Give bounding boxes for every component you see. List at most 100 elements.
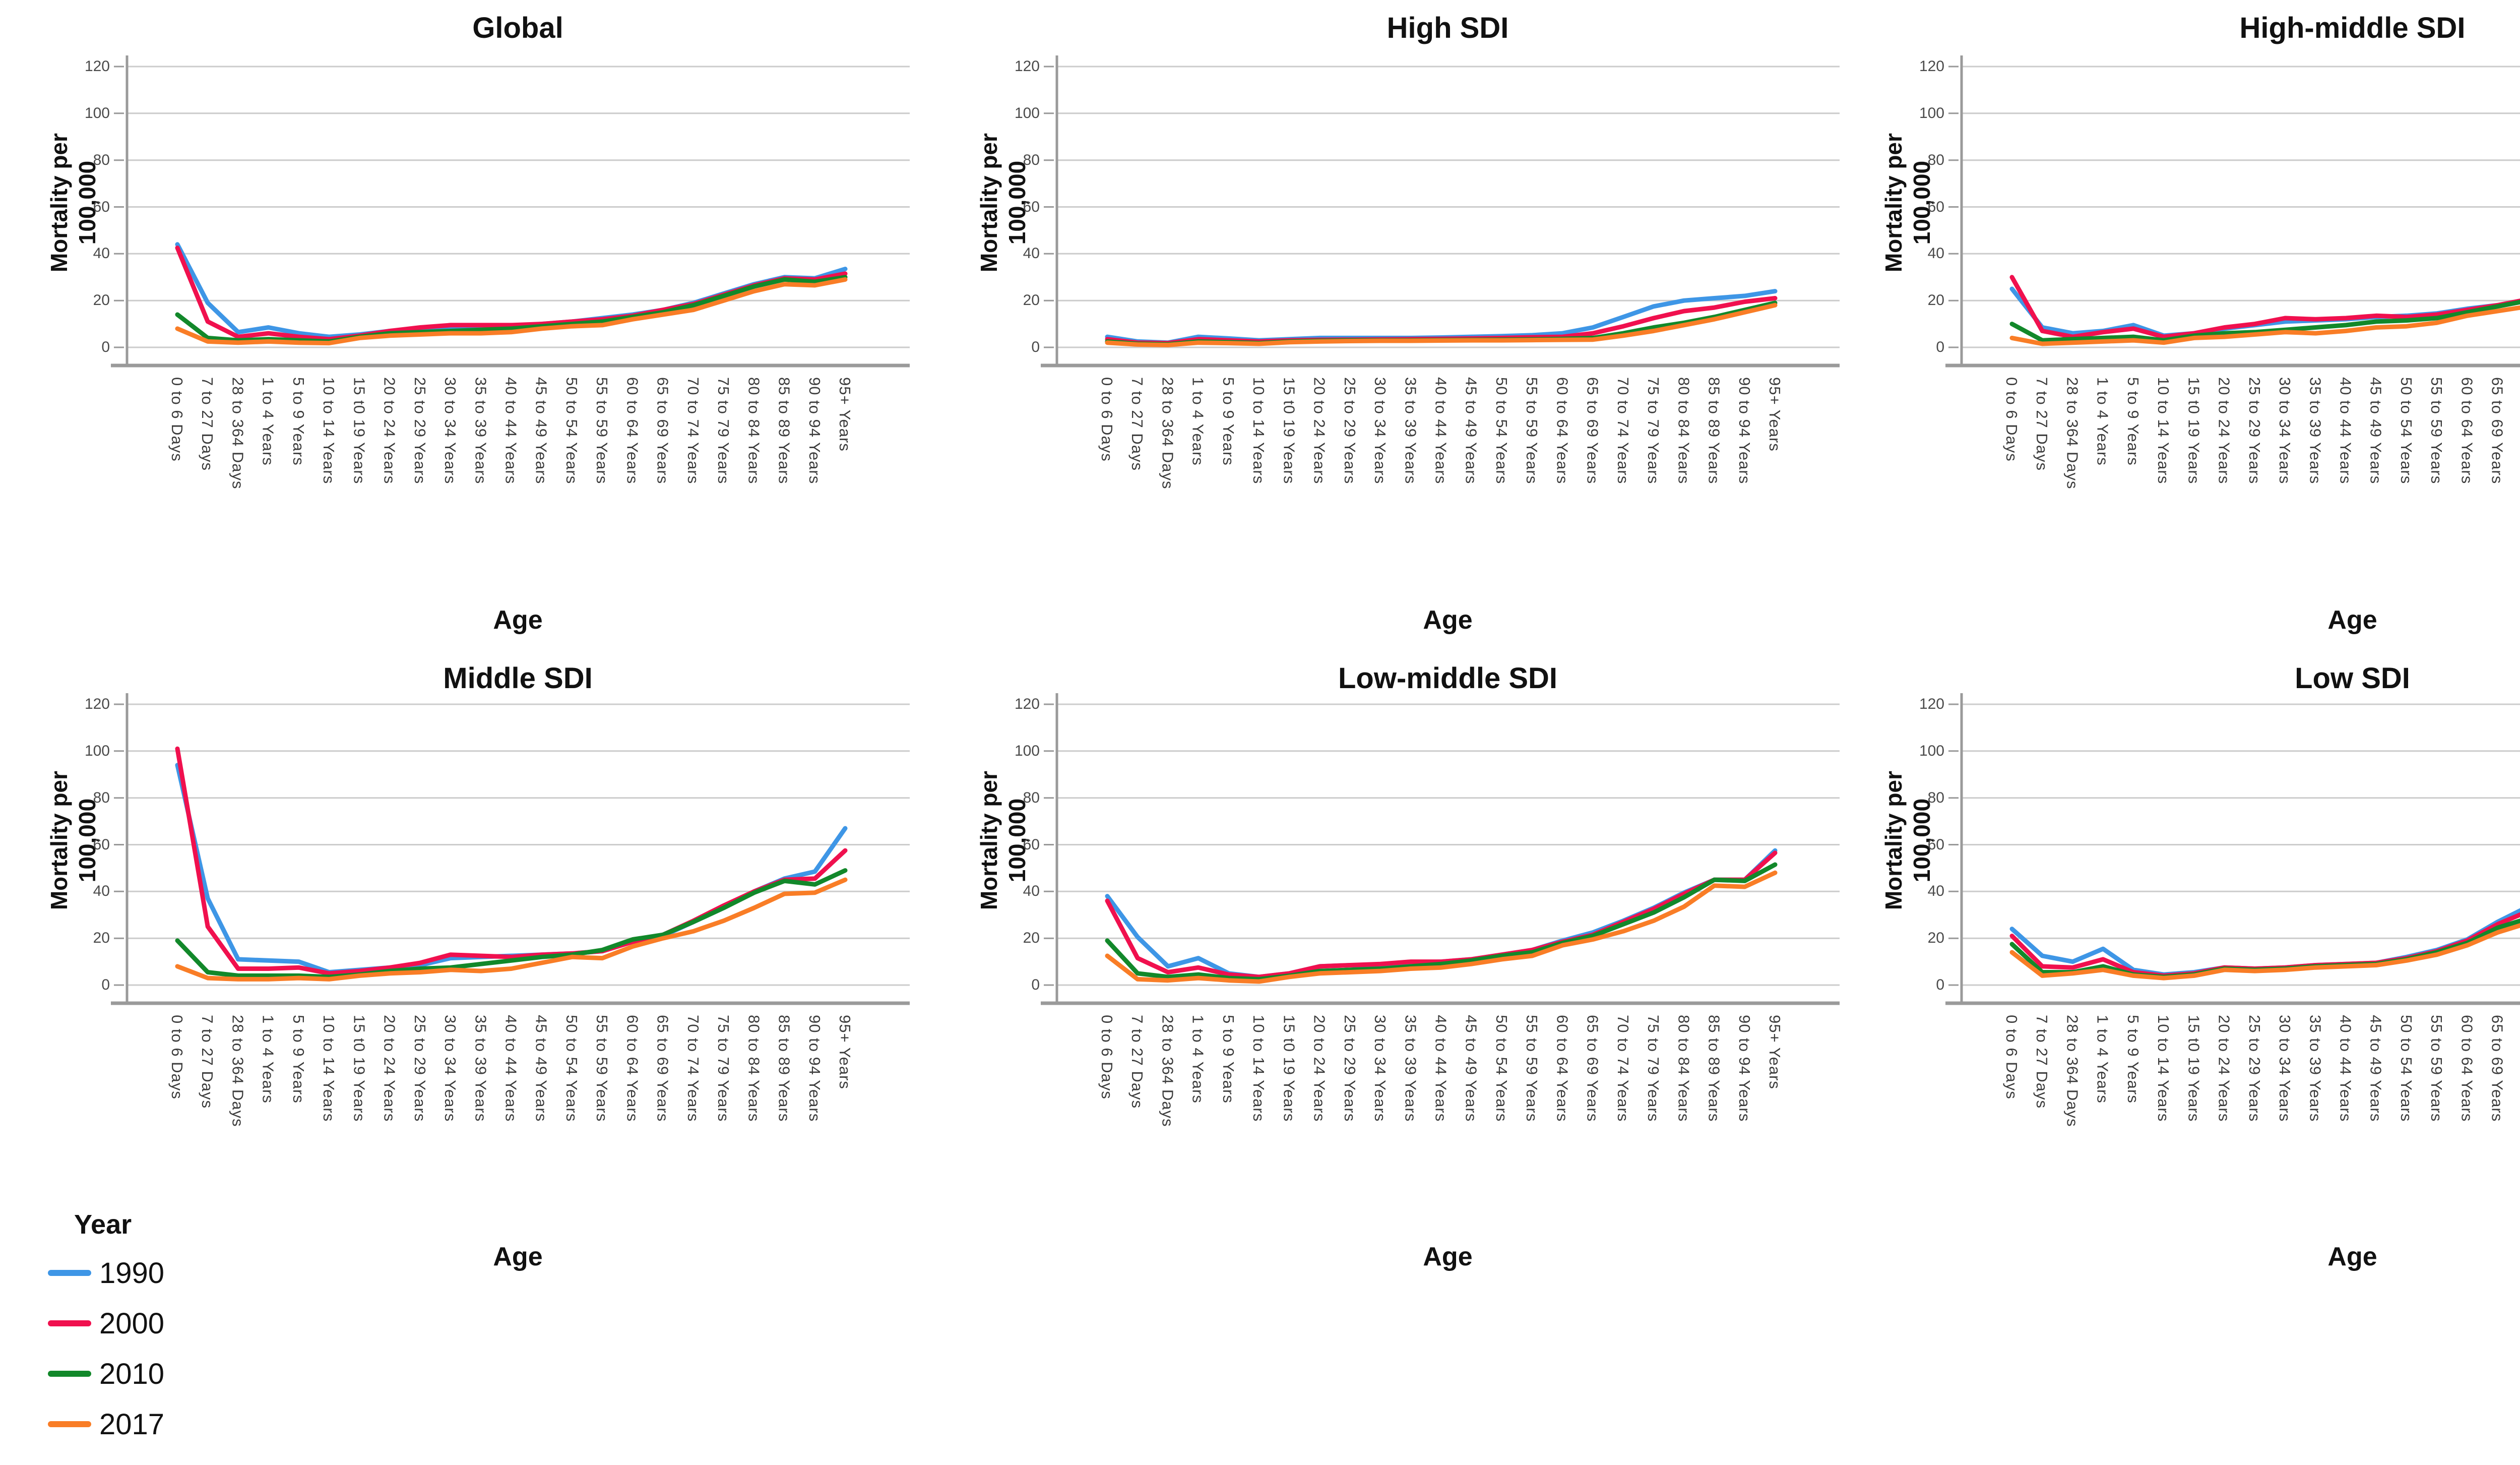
- y-tick-label: 20: [1927, 930, 1944, 947]
- x-axis-label: Age: [1423, 605, 1473, 635]
- x-tick-label: 15 t0 19 Years: [2185, 1015, 2203, 1122]
- legend-swatch-2000: [48, 1320, 91, 1326]
- x-tick-label: 40 to 44 Years: [502, 377, 520, 484]
- x-tick-label: 28 to 364 Days: [1159, 377, 1177, 490]
- x-tick-label: 28 to 364 Days: [2063, 377, 2082, 490]
- x-tick-label: 65 to 69 Years: [2488, 1015, 2506, 1122]
- legend-item-2017: 2017: [48, 1407, 164, 1442]
- x-tick-label: 70 to 74 Years: [684, 1015, 702, 1122]
- x-tick-label: 15 t0 19 Years: [350, 1015, 368, 1122]
- x-tick-label: 45 to 49 Years: [2367, 377, 2385, 484]
- legend-title: Year: [74, 1209, 132, 1240]
- x-tick-label: 15 t0 19 Years: [350, 377, 368, 484]
- x-tick-label: 1 to 4 Years: [1189, 1015, 1207, 1104]
- x-tick-label: 80 to 84 Years: [745, 377, 763, 484]
- x-tick-label: 25 to 29 Years: [411, 377, 429, 484]
- x-tick-label: 50 to 54 Years: [562, 377, 581, 484]
- x-tick-label: 5 to 9 Years: [1219, 1015, 1237, 1104]
- y-tick-label: 0: [1936, 976, 1944, 993]
- x-tick-label: 75 to 79 Years: [1645, 377, 1663, 484]
- x-tick-label: 35 to 39 Years: [2306, 377, 2324, 484]
- y-tick-label: 100: [1919, 104, 1944, 121]
- x-tick-label: 20 to 24 Years: [2215, 1015, 2233, 1122]
- x-tick-label: 85 to 89 Years: [775, 1015, 793, 1122]
- x-tick-label: 35 to 39 Years: [2306, 1015, 2324, 1122]
- x-tick-label: 10 to 14 Years: [1250, 1015, 1268, 1122]
- x-tick-label: 85 to 89 Years: [775, 377, 793, 484]
- y-tick-label: 0: [101, 976, 110, 993]
- x-tick-label: 60 to 64 Years: [623, 1015, 642, 1122]
- y-tick-label: 20: [1023, 930, 1040, 947]
- series-line-1990: [1105, 848, 1778, 980]
- x-tick-label: 28 to 364 Days: [229, 1015, 247, 1127]
- y-tick-label: 80: [1023, 789, 1040, 806]
- x-tick-label: 45 to 49 Years: [1462, 1015, 1480, 1122]
- y-tick-label: 20: [1927, 292, 1944, 309]
- x-tick-label: 65 to 69 Years: [654, 1015, 672, 1122]
- x-tick-label: 30 to 34 Years: [1371, 1015, 1390, 1122]
- y-tick-label: 120: [1919, 696, 1944, 712]
- x-tick-label: 15 t0 19 Years: [1280, 1015, 1298, 1122]
- series-line-2017: [2009, 923, 2520, 981]
- y-tick-label: 40: [1927, 245, 1944, 262]
- y-tick-label: 120: [84, 58, 110, 75]
- legend-label: 2000: [99, 1307, 165, 1340]
- x-tick-label: 95+ Years: [836, 377, 854, 452]
- y-tick-label: 100: [1014, 104, 1040, 121]
- x-tick-label: 90 to 94 Years: [805, 1015, 824, 1122]
- x-tick-label: 55 to 59 Years: [593, 1015, 611, 1122]
- y-tick-label: 80: [1927, 789, 1944, 806]
- x-tick-label: 60 to 64 Years: [1553, 377, 1571, 484]
- y-tick-label: 0: [1936, 339, 1944, 355]
- x-tick-label: 7 to 27 Days: [1128, 377, 1147, 471]
- x-tick-label: 5 to 9 Years: [289, 1015, 307, 1104]
- x-tick-label: 7 to 27 Days: [2033, 1015, 2051, 1109]
- x-tick-label: 55 to 59 Years: [593, 377, 611, 484]
- x-tick-label: 90 to 94 Years: [1735, 377, 1753, 484]
- x-tick-label: 45 to 49 Years: [532, 377, 550, 484]
- y-tick-label: 40: [93, 245, 110, 262]
- x-tick-label: 0 to 6 Days: [168, 1015, 186, 1100]
- x-tick-label: 25 to 29 Years: [1341, 1015, 1359, 1122]
- x-tick-label: 75 to 79 Years: [715, 377, 733, 484]
- series-line-2010: [175, 868, 848, 980]
- x-tick-label: 10 to 14 Years: [2155, 1015, 2173, 1122]
- legend-label: 2010: [99, 1357, 165, 1390]
- series-line-1990: [2009, 908, 2520, 977]
- series-line-2000: [2009, 275, 2520, 339]
- x-tick-label: 1 to 4 Years: [1189, 377, 1207, 466]
- y-tick-label: 80: [93, 789, 110, 806]
- y-tick-label: 20: [93, 930, 110, 947]
- legend-item-1990: 1990: [48, 1255, 164, 1291]
- x-tick-label: 0 to 6 Days: [2003, 377, 2021, 462]
- chart-canvas: [1945, 693, 2520, 1005]
- series-line-2017: [1105, 870, 1778, 984]
- x-tick-label: 35 to 39 Years: [472, 1015, 490, 1122]
- x-tick-label: 7 to 27 Days: [199, 377, 217, 471]
- x-tick-label: 65 to 69 Years: [654, 377, 672, 484]
- x-tick-label: 80 to 84 Years: [1675, 377, 1693, 484]
- x-tick-label: 40 to 44 Years: [1432, 377, 1450, 484]
- y-tick-label: 60: [1927, 836, 1944, 853]
- x-tick-label: 28 to 364 Days: [2063, 1015, 2082, 1127]
- legend-swatch-2010: [48, 1371, 91, 1377]
- x-tick-label: 50 to 54 Years: [2397, 377, 2415, 484]
- x-tick-label: 1 to 4 Years: [259, 377, 277, 466]
- y-tick-label: 40: [93, 883, 110, 900]
- series-line-1990: [175, 763, 848, 974]
- y-tick-label: 60: [1023, 836, 1040, 853]
- x-tick-label: 50 to 54 Years: [1492, 1015, 1510, 1122]
- x-tick-label: 30 to 34 Years: [442, 1015, 460, 1122]
- x-tick-label: 85 to 89 Years: [1705, 377, 1723, 484]
- chart-canvas: [111, 693, 910, 1005]
- x-tick-label: 50 to 54 Years: [562, 1015, 581, 1122]
- x-axis-label: Age: [493, 1242, 543, 1271]
- x-tick-label: 7 to 27 Days: [199, 1015, 217, 1109]
- series-line-2010: [175, 275, 848, 344]
- x-tick-label: 5 to 9 Years: [2124, 377, 2142, 466]
- x-tick-label: 0 to 6 Days: [1098, 377, 1116, 462]
- x-tick-label: 20 to 24 Years: [381, 377, 399, 484]
- x-tick-label: 60 to 64 Years: [623, 377, 642, 484]
- x-tick-label: 5 to 9 Years: [2124, 1015, 2142, 1104]
- x-tick-label: 28 to 364 Days: [229, 377, 247, 490]
